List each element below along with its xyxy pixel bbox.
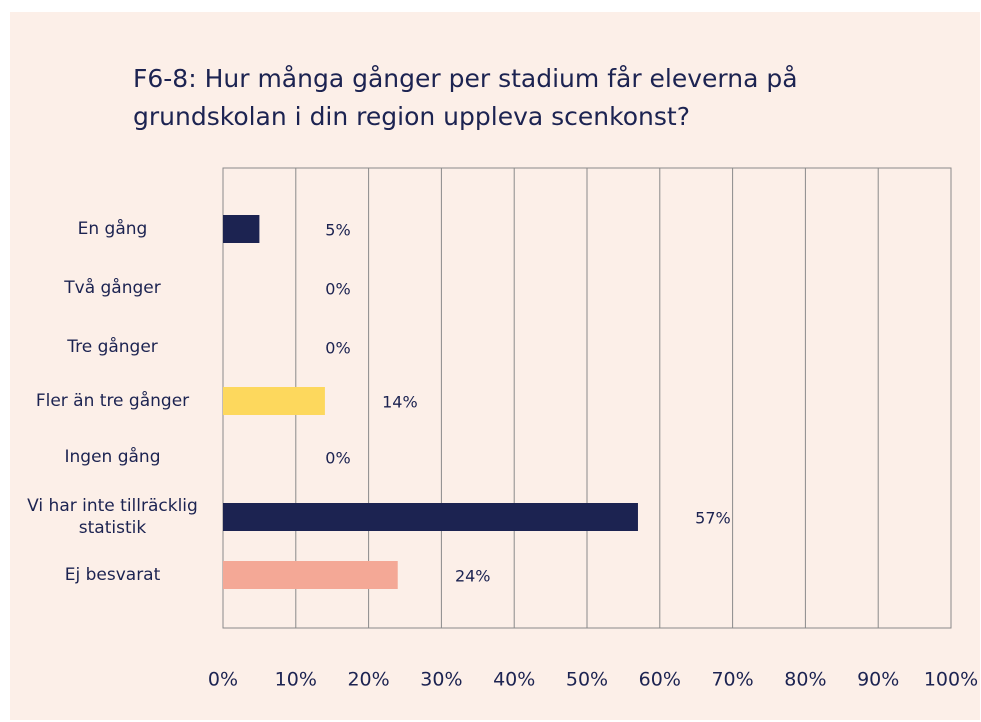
category-label-box: Ej besvarat — [64, 565, 161, 585]
x-tick-label: 10% — [275, 669, 317, 691]
value-label: 14% — [382, 393, 418, 412]
y-tick-label: Ingen gång — [64, 447, 161, 467]
y-tick-label: Vi har inte tillräcklig statistik — [27, 496, 198, 538]
x-tick-label: 100% — [924, 669, 978, 691]
bar — [223, 215, 260, 243]
y-tick-label: Två gånger — [64, 278, 161, 298]
category-label-box: Tre gånger — [67, 337, 158, 357]
x-tick-label: 0% — [208, 669, 238, 691]
bar — [223, 387, 325, 415]
x-tick-label: 90% — [857, 669, 899, 691]
y-tick-label: En gång — [77, 219, 148, 239]
y-tick-label: Tre gånger — [67, 337, 158, 357]
category-label-box: Ingen gång — [64, 447, 161, 467]
x-tick-label: 30% — [420, 669, 462, 691]
category-label-box: En gång — [77, 219, 148, 239]
value-label: 57% — [695, 509, 731, 528]
category-label-box: Fler än tre gånger — [35, 391, 190, 411]
chart-panel: F6-8: Hur många gånger per stadium får e… — [10, 12, 980, 720]
value-label: 24% — [455, 567, 491, 586]
y-tick-label: Ej besvarat — [64, 565, 161, 585]
x-tick-label: 80% — [784, 669, 826, 691]
x-tick-label: 20% — [347, 669, 389, 691]
chart-title: F6-8: Hur många gånger per stadium får e… — [133, 64, 798, 131]
x-tick-label: 50% — [566, 669, 608, 691]
value-label: 5% — [325, 221, 350, 240]
x-tick-label: 70% — [711, 669, 753, 691]
x-tick-label: 40% — [493, 669, 535, 691]
bar — [223, 561, 398, 589]
value-label: 0% — [325, 339, 350, 358]
y-tick-label: Fler än tre gånger — [35, 391, 190, 411]
category-label-box: Två gånger — [64, 278, 161, 298]
x-tick-label: 60% — [639, 669, 681, 691]
category-label-box: Vi har inte tillräcklig statistik — [27, 496, 198, 538]
value-label: 0% — [325, 449, 350, 468]
bar — [223, 503, 638, 531]
value-label: 0% — [325, 280, 350, 299]
